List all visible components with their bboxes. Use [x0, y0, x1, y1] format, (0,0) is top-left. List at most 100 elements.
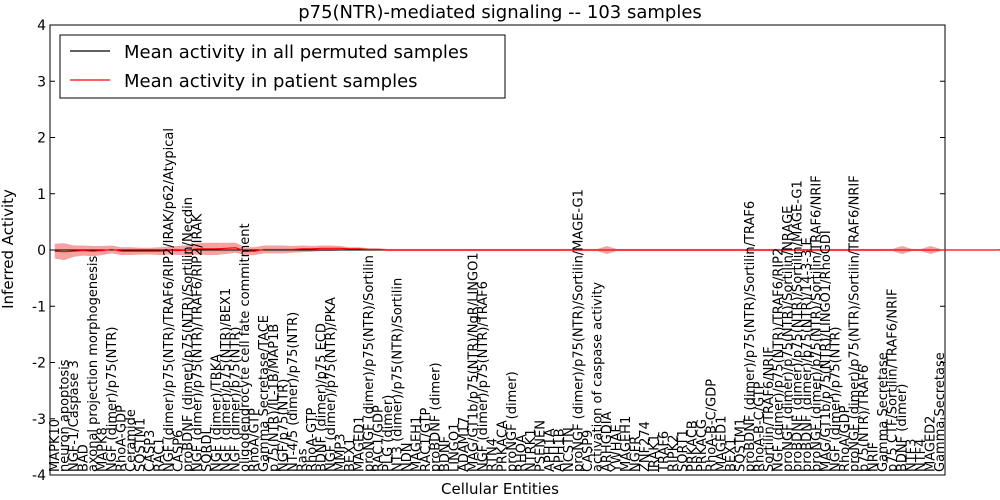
x-tick-label: RIPK2 — [667, 434, 682, 472]
x-tick-label: LINGO1 — [448, 423, 463, 472]
x-tick-label: CASP6 — [172, 430, 187, 472]
x-tick-label: RAC1/GTP — [419, 408, 434, 472]
x-tick-label: NGF (dimer)/p75(NTR)/TRAF6/RIP2/IRAK — [191, 213, 206, 472]
x-tick-label: Ceramide — [124, 409, 139, 472]
y-tick-label: -2 — [32, 356, 46, 372]
x-tick-label: RAC1/GDP — [371, 405, 386, 472]
x-tick-label: oligodendrocyte cell fate commitment — [238, 223, 253, 472]
x-tick-label: Gamma Secretase/TACE — [257, 315, 272, 472]
x-tick-label: RhoA-B-C/GTP — [752, 381, 767, 472]
y-tick-label: -1 — [32, 299, 46, 315]
chart-title: p75(NTR)-mediated signaling -- 103 sampl… — [298, 2, 702, 23]
x-tick-label: NGF (dimer)/p75(NTR)/TRAF6/RIP2/IRAK/p62… — [162, 128, 177, 472]
x-tick-label: RHOA — [514, 434, 529, 472]
x-tick-label: MAGED1 — [352, 416, 367, 472]
y-tick-label: 3 — [37, 74, 46, 90]
x-tick-label: PRKACA — [495, 420, 510, 472]
x-tick-label: MAGED2 — [924, 416, 939, 472]
x-tick-label: MAGED1 — [714, 416, 729, 472]
legend-label-patient: Mean activity in patient samples — [124, 71, 418, 92]
x-tick-label: MAGEH1 — [410, 416, 425, 472]
x-tick-label: NGF (dimer)/p75(NTR)/TRAF6/RIP2 — [771, 248, 786, 472]
legend: Mean activity in all permuted samples Me… — [59, 34, 506, 99]
x-tick-label: TRAF6 — [657, 431, 672, 473]
x-tick-label: RhoA/GTP — [248, 408, 263, 472]
x-tick-label: MAPK8 — [95, 427, 110, 472]
x-tick-label: Ras — [295, 448, 310, 472]
legend-box — [59, 34, 506, 99]
x-tick-label: MMP3 — [333, 433, 348, 472]
x-tick-label: Gamma Secretase — [876, 352, 891, 472]
x-tick-label: NGFR — [629, 436, 644, 472]
x-tick-label: proBDNF (dimer)/p75(NTR)/14-3-3 E — [800, 237, 815, 472]
x-tick-label: p75 CTF/Sortilin/TRAF6/NRIF — [886, 289, 901, 472]
x-tick-label: NGF (dimer)/TRKA — [210, 354, 225, 472]
x-tick-label: neuron apoptosis — [57, 359, 72, 472]
x-tick-label: NT-4/5 (dimer)/p75(NTR) — [286, 312, 301, 472]
x-tick-label: p75(NTR)/IL-1B/MAP1B — [267, 324, 282, 472]
x-tick-label: activation of caspase activity — [590, 282, 605, 472]
x-tick-label: CASP9 — [581, 430, 596, 472]
x-tick-label: proBDNF (dimer)/p75(NTR)/Sortilin/TRAF6 — [743, 201, 758, 472]
x-tick-label: ADAM17 — [457, 417, 472, 472]
x-tick-label: PSENEN — [533, 420, 548, 472]
x-tick-label: RTN4 — [486, 438, 501, 472]
x-tick-label: PRKACG — [695, 419, 710, 472]
y-tick-label: 1 — [37, 187, 46, 203]
x-tick-label: NTF3 — [905, 439, 920, 472]
x-tick-label: PRKACB — [686, 420, 701, 472]
x-tick-label: IRAK1 — [648, 434, 663, 472]
x-tick-label: BAD — [76, 444, 91, 472]
x-tick-label: MAG/GT1b/p75(NTR)/LINGO1/RhoGDI — [819, 230, 834, 472]
y-tick-label: 2 — [37, 131, 46, 147]
x-tick-label: NGF (dimer)/p75(NTR)/BEX1 — [219, 288, 234, 472]
x-tick-label: RAC1 — [152, 437, 167, 472]
x-tick-label: BDNF (dimer) — [895, 384, 910, 472]
x-tick-label: proNGF (dimer)/p75(NTR)/Sortilin/TRAF6/N… — [848, 175, 863, 472]
x-tick-label: Gamma Secretase — [933, 352, 948, 472]
x-tick-label: NGF (dimer)/p75(NTR) — [229, 327, 244, 472]
x-tick-label: proNGF (dimer)/p75(NTR)/Sortilin/TRAF6/N… — [809, 175, 824, 472]
x-tick-label: BDNF — [438, 436, 453, 472]
x-tick-label: PLG (dimer) — [381, 395, 396, 472]
x-tick-label: SORT1 — [676, 429, 691, 472]
x-tick-label: MAPK10 — [48, 419, 63, 472]
x-tick-label: Sortilin/TRAF6/NRIF — [762, 346, 777, 472]
x-tick-label: ARHGDIA — [600, 411, 615, 472]
x-tick-label: APH1A — [543, 428, 558, 472]
x-tick-label: BEX1 — [343, 438, 358, 472]
x-tick-label: p75(NTR)/TRAF6 — [857, 365, 872, 472]
x-tick-label: MAG/GT1b/p75(NTR)/NgR/LINGO1 — [467, 252, 482, 472]
x-tick-label: MAGEH1 — [619, 416, 634, 472]
x-tick-label: BEX1 — [724, 438, 739, 472]
x-tick-label: NGF (dimer)/p75(NTR)/TRAF6 — [476, 281, 491, 472]
series-lines — [54, 247, 1000, 253]
x-tick-label: ZNF274 — [638, 421, 653, 472]
y-tick-label: 4 — [37, 18, 46, 34]
x-tick-label: NTRK1 — [524, 429, 539, 473]
confidence-bands — [54, 242, 941, 261]
legend-label-permuted: Mean activity in all permuted samples — [124, 42, 468, 63]
y-axis-label: Inferred Activity — [0, 189, 17, 309]
x-tick-label: proNGF (dimer)/p75(NTR)/Sortilin/NRAGE — [781, 206, 796, 472]
x-tick-label: NGF (dimer)/p75(NTR)/PKA — [324, 297, 339, 472]
x-tick-label: YWHAE — [610, 424, 625, 473]
x-axis-label: Cellular Entities — [441, 480, 559, 498]
series-line-1 — [54, 247, 1000, 253]
x-tick-label: proBDNF (dimer)/p75(NTR)/Sortilin/MAGE-G… — [790, 180, 805, 472]
x-tick-label: RhoA-GTP — [305, 407, 320, 472]
x-tick-label: proNGF (dimer)/p75(NTR)/Sortilin/MAGE-G1 — [571, 189, 586, 472]
x-tick-label: NGF/p75(NTR) — [276, 379, 291, 472]
x-tick-label: RhoA/GDP — [838, 405, 853, 472]
x-tick-label: RhoA-B-C/GDP — [705, 379, 720, 472]
x-tick-label: APH1B — [552, 428, 567, 472]
x-tick-label: axonal projection morphogenesis — [86, 256, 101, 472]
x-tick-label: NGF-1/Caspase 3 — [67, 360, 82, 472]
x-tick-label: CASP3 — [143, 430, 158, 472]
x-tick-label: BDNF (dimer)/p75 ECD — [314, 323, 329, 472]
x-tick-label: proNGF (dimer) — [505, 371, 520, 472]
y-tick-label: -3 — [32, 412, 46, 428]
x-tick-label: NGF (dimer)/p75(NTR) — [105, 327, 120, 472]
x-tick-label: proBDNF (dimer) — [429, 362, 444, 472]
